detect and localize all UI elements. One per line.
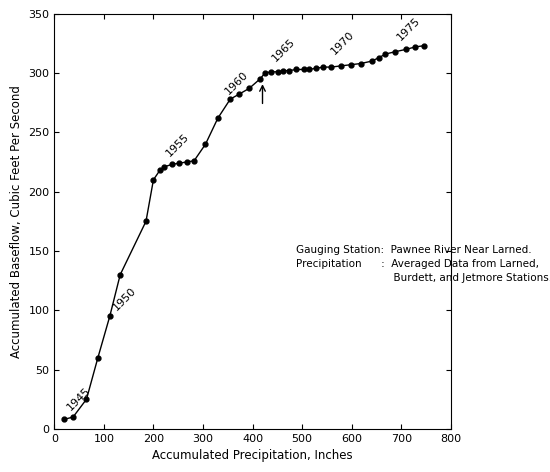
Text: 1975: 1975 [395, 15, 422, 42]
Text: Precipitation      :  Averaged Data from Larned,: Precipitation : Averaged Data from Larne… [296, 259, 539, 269]
Y-axis label: Accumulated Baseflow, Cubic Feet Per Second: Accumulated Baseflow, Cubic Feet Per Sec… [10, 85, 23, 358]
Text: 1950: 1950 [111, 286, 138, 312]
Text: Burdett, and Jetmore Stations.: Burdett, and Jetmore Stations. [296, 273, 550, 284]
Text: 1965: 1965 [270, 37, 297, 64]
Text: 1955: 1955 [164, 132, 191, 159]
X-axis label: Accumulated Precipitation, Inches: Accumulated Precipitation, Inches [152, 449, 353, 462]
Text: Gauging Station:  Pawnee River Near Larned.: Gauging Station: Pawnee River Near Larne… [296, 245, 531, 255]
Text: 1960: 1960 [223, 70, 250, 97]
Text: 1945: 1945 [65, 385, 92, 412]
Text: 1970: 1970 [329, 29, 356, 57]
